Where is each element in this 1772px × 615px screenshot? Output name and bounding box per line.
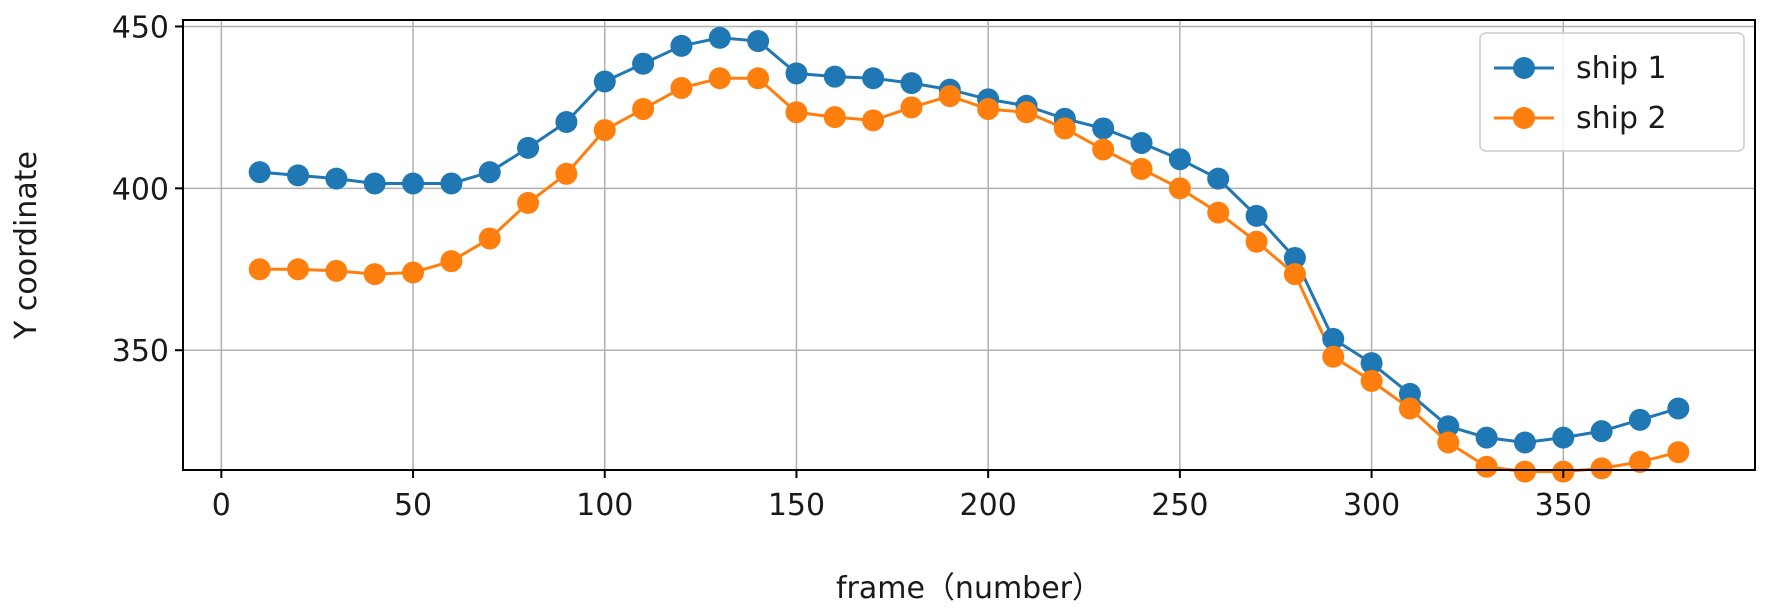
data-point-1 bbox=[517, 136, 540, 159]
x-tick-label: 350 bbox=[1535, 488, 1592, 523]
data-point-1 bbox=[1092, 117, 1115, 140]
data-point-2 bbox=[785, 101, 808, 124]
data-point-1 bbox=[823, 65, 846, 88]
data-point-2 bbox=[517, 191, 540, 214]
data-point-2 bbox=[1513, 460, 1536, 483]
data-point-2 bbox=[1207, 201, 1230, 224]
x-tick-label: 250 bbox=[1151, 488, 1208, 523]
data-point-1 bbox=[363, 172, 386, 195]
data-point-2 bbox=[1437, 431, 1460, 454]
data-point-2 bbox=[900, 96, 923, 119]
ticks: 0 50 100 150 200 250 300 350 350 400 450 bbox=[112, 10, 1592, 523]
data-point-1 bbox=[1245, 204, 1268, 227]
data-point-2 bbox=[1168, 177, 1191, 200]
data-point-1 bbox=[708, 26, 731, 49]
series-markers bbox=[248, 26, 1690, 483]
data-point-1 bbox=[1207, 167, 1230, 190]
x-tick-label: 150 bbox=[768, 488, 825, 523]
data-point-1 bbox=[670, 34, 693, 57]
data-point-2 bbox=[708, 67, 731, 90]
data-point-2 bbox=[363, 263, 386, 286]
data-point-1 bbox=[1360, 352, 1383, 375]
x-tick-label: 100 bbox=[576, 488, 633, 523]
data-point-1 bbox=[1437, 415, 1460, 438]
data-point-2 bbox=[1360, 369, 1383, 392]
data-point-2 bbox=[1590, 457, 1613, 480]
data-point-2 bbox=[1322, 345, 1345, 368]
x-tick-label: 300 bbox=[1343, 488, 1400, 523]
data-point-2 bbox=[593, 119, 616, 142]
legend-marker bbox=[1513, 57, 1535, 79]
legend-label: ship 2 bbox=[1576, 101, 1667, 136]
data-point-2 bbox=[478, 227, 501, 250]
data-point-1 bbox=[248, 161, 271, 184]
data-point-2 bbox=[555, 162, 578, 185]
data-point-1 bbox=[593, 70, 616, 93]
data-point-1 bbox=[440, 172, 463, 195]
data-point-1 bbox=[325, 167, 348, 190]
data-point-2 bbox=[287, 258, 310, 281]
data-point-2 bbox=[1667, 441, 1690, 464]
data-point-1 bbox=[900, 72, 923, 95]
data-point-2 bbox=[977, 98, 1000, 121]
data-point-2 bbox=[938, 85, 961, 108]
data-point-1 bbox=[1552, 426, 1575, 449]
data-point-2 bbox=[862, 109, 885, 132]
data-point-2 bbox=[1092, 138, 1115, 161]
data-point-1 bbox=[632, 52, 655, 75]
data-point-1 bbox=[747, 30, 770, 53]
data-point-1 bbox=[785, 62, 808, 85]
data-point-1 bbox=[287, 164, 310, 187]
y-tick-label: 400 bbox=[112, 172, 169, 207]
data-point-2 bbox=[325, 259, 348, 282]
data-point-2 bbox=[632, 98, 655, 121]
data-point-2 bbox=[1283, 263, 1306, 286]
data-point-2 bbox=[1130, 157, 1153, 180]
data-point-1 bbox=[1168, 148, 1191, 171]
legend-marker bbox=[1513, 107, 1535, 129]
data-point-2 bbox=[1628, 450, 1651, 473]
data-point-1 bbox=[1322, 327, 1345, 350]
plot-frame bbox=[182, 19, 1756, 471]
data-point-2 bbox=[1015, 101, 1038, 124]
x-tick-label: 50 bbox=[394, 488, 432, 523]
data-point-1 bbox=[1475, 426, 1498, 449]
data-point-2 bbox=[248, 258, 271, 281]
data-point-1 bbox=[1628, 408, 1651, 431]
data-point-2 bbox=[1245, 230, 1268, 253]
data-point-2 bbox=[670, 76, 693, 99]
data-point-1 bbox=[402, 172, 425, 195]
data-point-2 bbox=[823, 106, 846, 129]
data-point-1 bbox=[478, 161, 501, 184]
data-point-1 bbox=[1590, 420, 1613, 443]
legend: ship 1 ship 2 bbox=[1479, 32, 1745, 152]
x-tick-label: 0 bbox=[212, 488, 231, 523]
x-axis-title: frame（number） bbox=[836, 571, 1102, 606]
legend-label: ship 1 bbox=[1576, 51, 1667, 86]
legend-box bbox=[1479, 32, 1745, 152]
y-axis-title: Y coordinate bbox=[9, 151, 44, 340]
data-point-1 bbox=[1283, 246, 1306, 269]
data-point-2 bbox=[440, 250, 463, 273]
data-point-1 bbox=[555, 110, 578, 133]
y-tick-label: 350 bbox=[112, 334, 169, 369]
data-point-1 bbox=[862, 67, 885, 90]
data-point-1 bbox=[1130, 132, 1153, 155]
data-point-1 bbox=[1513, 431, 1536, 454]
data-point-2 bbox=[1475, 455, 1498, 478]
data-point-2 bbox=[1053, 117, 1076, 140]
x-tick-label: 200 bbox=[960, 488, 1017, 523]
data-point-2 bbox=[402, 261, 425, 284]
data-point-2 bbox=[747, 67, 770, 90]
y-tick-label: 450 bbox=[112, 10, 169, 45]
data-point-1 bbox=[1667, 397, 1690, 420]
data-point-2 bbox=[1398, 397, 1421, 420]
